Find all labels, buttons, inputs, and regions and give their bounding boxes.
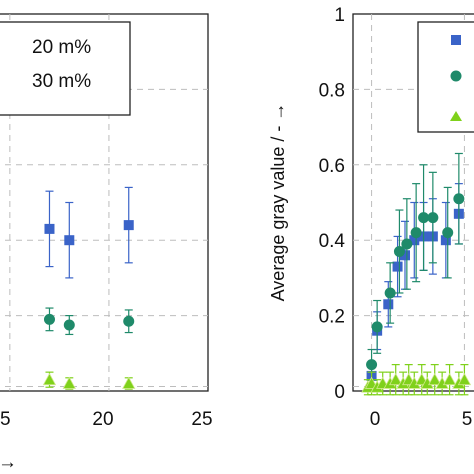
right-point-square	[440, 235, 451, 246]
right-point-triangle	[442, 372, 457, 386]
right-point-circle	[410, 227, 422, 239]
right-point-square	[400, 250, 410, 261]
right-y-tick-label: 0.6	[319, 156, 345, 177]
right-panel: 0 0.2 0.4 0.6 0.8 1 0 5 Average gray value / …	[268, 5, 474, 430]
right-point-circle	[401, 238, 413, 250]
left-panel: 20 m% 30 m% 15 20 25 →	[0, 13, 213, 473]
left-legend-entry-1: 20 m%	[32, 37, 91, 58]
right-point-triangle	[428, 372, 442, 386]
right-point-square	[409, 235, 420, 246]
right-legend-marker-triangle	[450, 111, 462, 121]
right-x-tick-0: 0	[370, 409, 381, 430]
left-point-circle	[43, 313, 55, 325]
left-legend-entry-2: 30 m%	[32, 71, 91, 92]
right-point-triangle	[457, 372, 472, 386]
right-legend-marker-circle	[450, 70, 462, 82]
right-point-circle	[371, 321, 383, 333]
right-point-triangle	[389, 372, 403, 386]
right-y-tick-labels: 0 0.2 0.4 0.6 0.8 1	[319, 5, 346, 403]
right-point-square	[392, 261, 403, 272]
right-y-tick-label: 1	[334, 5, 345, 26]
right-legend-marker-square	[451, 35, 461, 45]
left-series-group	[42, 186, 136, 390]
right-point-circle	[393, 246, 405, 258]
right-series-group	[361, 152, 472, 396]
right-point-circle	[453, 193, 465, 205]
right-y-tick-label: 0	[334, 382, 345, 403]
left-point-square	[44, 223, 55, 234]
right-gridlines	[353, 14, 474, 391]
right-y-tick-label: 0.4	[319, 231, 346, 252]
left-point-triangle	[42, 372, 57, 386]
right-plot-frame	[352, 13, 474, 392]
right-point-circle	[427, 212, 439, 224]
right-point-circle	[442, 227, 454, 239]
left-x-axis-arrow: →	[0, 452, 17, 473]
right-legend	[417, 21, 474, 133]
left-point-square	[123, 220, 134, 231]
right-point-circle	[418, 212, 430, 224]
left-legend: 20 m% 30 m%	[0, 21, 131, 116]
right-y-tick-label: 0.2	[319, 307, 345, 328]
left-point-circle	[63, 319, 75, 331]
left-x-tick-15: 15	[0, 409, 11, 430]
right-point-circle	[384, 287, 396, 299]
right-y-axis-label: Average gray value / - →	[268, 103, 288, 302]
right-point-square	[383, 299, 394, 310]
right-legend-box	[417, 21, 474, 133]
left-plot-frame	[0, 13, 209, 392]
right-x-tick-5: 5	[462, 409, 473, 430]
right-point-circle	[366, 359, 378, 371]
left-point-circle	[123, 315, 135, 327]
left-point-triangle	[62, 376, 76, 389]
left-x-tick-25: 25	[191, 409, 212, 430]
left-legend-box	[0, 21, 131, 116]
left-x-tick-20: 20	[92, 409, 113, 430]
left-point-triangle	[122, 376, 136, 389]
left-point-square	[64, 235, 75, 246]
right-y-tick-label: 0.8	[319, 80, 345, 101]
